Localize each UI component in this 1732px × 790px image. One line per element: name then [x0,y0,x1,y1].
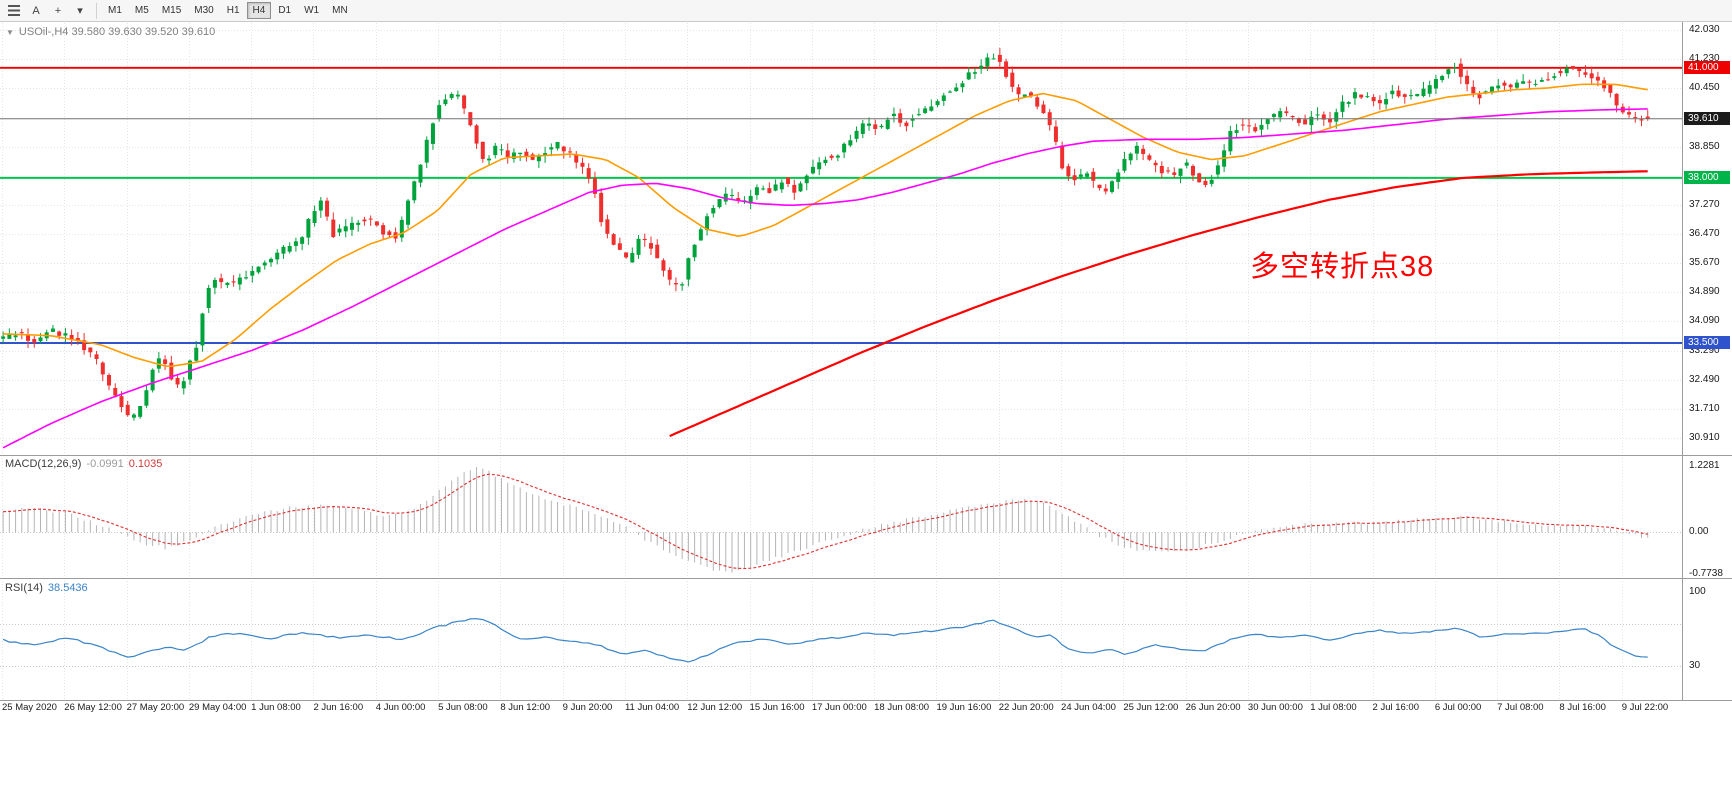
price-marker-33.500: 33.500 [1684,335,1730,349]
axis-label: 33.290 [1689,344,1720,356]
price-axis-border [1682,22,1683,700]
price-marker-39.610: 39.610 [1684,111,1730,125]
timeframe-M5[interactable]: M5 [129,2,155,19]
price-marker-41.000: 41.000 [1684,60,1730,74]
timeframe-M15[interactable]: M15 [156,2,187,19]
chart-list-button[interactable] [4,2,24,20]
chart-annotation: 多空转折点38 [1250,251,1435,283]
toolbar: A + ▾ M1 M5 M15 M30 H1 H4 D1 W1 MN [0,0,1732,22]
timeframe-MN[interactable]: MN [326,2,354,19]
axis-label: 42.030 [1689,24,1720,35]
collapse-arrow-icon[interactable]: ▼ [6,27,14,37]
timeframe-toolbar: M1 M5 M15 M30 H1 H4 D1 W1 MN [102,2,355,19]
axis-label: 100 [1689,586,1706,597]
timeframe-M1[interactable]: M1 [102,2,128,19]
timeframe-H1[interactable]: H1 [221,2,246,19]
axis-label: 0.00 [1689,526,1709,538]
price-axis: 42.030 41.230 40.450 38.850 37.270 36.470 35.6… [1683,0,1732,720]
timeframe-D1[interactable]: D1 [272,2,297,19]
macd-signal-value: 0.1035 [128,458,163,470]
axis-label: -0.7738 [1689,568,1723,580]
rsi-name: RSI(14) [5,582,43,594]
time-axis-separator [0,700,1732,701]
macd-main-value: -0.0991 [86,458,124,470]
axis-label: 30.910 [1689,432,1720,443]
macd-name: MACD(12,26,9) [5,458,82,470]
axis-label: 30 [1689,660,1701,672]
macd-indicator-label: MACD(12,26,9) -0.0991 0.1035 [5,458,162,470]
axis-label: 34.890 [1689,285,1720,297]
axis-label: 38.850 [1689,140,1720,152]
panel-separator-macd[interactable] [0,455,1732,456]
axis-label: 34.090 [1689,315,1720,327]
symbol-ohlc-text: USOil-,H4 39.580 39.630 39.520 39.610 [18,26,216,38]
chart-list-icon [8,5,20,16]
axis-label: 41.230 [1689,53,1720,65]
axis-label: 31.710 [1689,402,1720,414]
crosshair-button[interactable]: + [48,2,68,20]
axis-label: 1.2281 [1689,460,1720,472]
toolbar-separator [96,2,97,19]
rsi-value: 38.5436 [47,582,88,594]
axis-label: 32.490 [1689,374,1720,386]
draw-tools-dropdown[interactable]: ▾ [70,2,90,20]
text-tool-button[interactable]: A [26,2,46,20]
rsi-indicator-label: RSI(14) 38.5436 [5,582,88,594]
timeframe-H4[interactable]: H4 [246,2,272,19]
axis-label: 37.270 [1689,198,1720,210]
price-marker-38.000: 38.000 [1684,170,1730,184]
panel-separator-rsi[interactable] [0,578,1732,579]
timeframe-M30[interactable]: M30 [188,2,219,19]
chart-symbol-line: ▼ USOil-,H4 39.580 39.630 39.520 39.610 [6,26,215,38]
axis-label: 40.450 [1689,81,1720,93]
axis-label: 36.470 [1689,228,1720,239]
axis-label: 35.670 [1689,257,1720,269]
timeframe-W1[interactable]: W1 [298,2,325,19]
